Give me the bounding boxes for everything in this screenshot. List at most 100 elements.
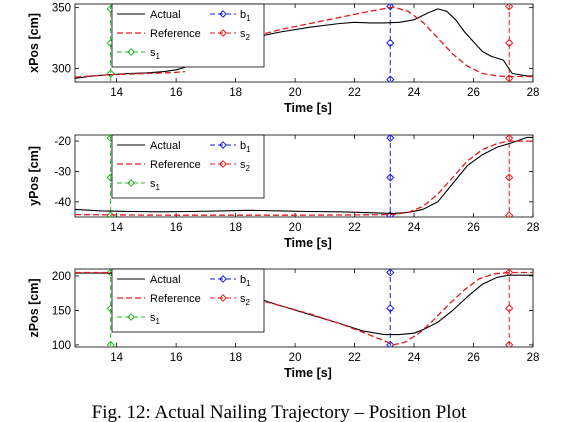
legend-actual-label: Actual — [150, 9, 181, 21]
y-tick-label: -30 — [54, 166, 71, 178]
legend-b1-label-base: b — [240, 9, 246, 21]
y-tick-label: 200 — [52, 271, 71, 283]
legend-s1-diamond-icon — [127, 179, 135, 187]
legend-s1-label: s1 — [150, 312, 161, 326]
axes-box — [74, 268, 534, 348]
reference-series-line — [256, 271, 533, 346]
y-tick-label: 350 — [52, 3, 71, 15]
legend-b1-label: b1 — [240, 274, 251, 288]
x-tick-label: 18 — [229, 87, 242, 99]
x-tick-label: 18 — [229, 222, 242, 234]
legend-box — [111, 3, 265, 68]
x-tick-label: 28 — [527, 87, 540, 99]
legend-b1-label-subscript: 1 — [246, 145, 251, 154]
legend-b1-label: b1 — [240, 140, 251, 154]
x-tick-label: 20 — [289, 87, 302, 99]
x-tick-label: 18 — [229, 352, 242, 364]
y-tick-label: 100 — [52, 340, 71, 352]
x-tick-label: 14 — [110, 222, 123, 234]
x-tick-label: 16 — [170, 352, 183, 364]
x-tick-label: 22 — [348, 352, 361, 364]
legend-b1-label: b1 — [240, 9, 251, 23]
legend-actual-label: Actual — [150, 140, 181, 152]
marker-point-s2 — [505, 4, 514, 11]
x-tick-label: 28 — [527, 222, 540, 234]
x-tick-label: 22 — [348, 222, 361, 234]
x-tick-label: 24 — [408, 352, 421, 364]
y-tick-label: -40 — [54, 197, 71, 209]
actual-series-line — [75, 136, 533, 214]
panel-1: 14 16 18 20 22 24 26 28 300 350 Time [s] xPos [cm] A… — [27, 3, 539, 115]
x-tick-label: 26 — [467, 222, 480, 234]
legend-s2-label: s2 — [240, 28, 251, 42]
x-tick-label: 26 — [467, 352, 480, 364]
x-axis-label: Time [s] — [284, 236, 332, 250]
plot-area — [75, 269, 533, 347]
reference-series-line — [75, 70, 186, 78]
legend-b1-diamond-icon — [219, 275, 227, 283]
legend-s1-label-base: s — [150, 178, 156, 190]
legend-s1-diamond-icon — [127, 313, 135, 321]
legend-s2-label-base: s — [240, 293, 246, 305]
x-tick-label: 16 — [170, 87, 183, 99]
legend-b1-label-base: b — [240, 140, 246, 152]
panel-2: 14 16 18 20 22 24 26 28 -40 -30 -20 Time [s] yPos [c… — [27, 134, 540, 250]
axes-box — [74, 3, 534, 83]
marker-point-b1 — [386, 340, 395, 347]
legend-s1-label: s1 — [150, 178, 161, 192]
x-tick-label: 20 — [289, 352, 302, 364]
legend-s1-diamond-icon — [127, 48, 135, 56]
y-axis-label: yPos [cm] — [27, 146, 41, 206]
y-axis-label: xPos [cm] — [27, 13, 41, 73]
x-tick-label: 20 — [289, 222, 302, 234]
legend-reference-label: Reference — [150, 293, 201, 305]
panel-3: 14 16 18 20 22 24 26 28 100 150 200 Time [s] zPos [c… — [27, 268, 539, 380]
x-tick-label: 24 — [408, 222, 421, 234]
x-tick-label: 24 — [408, 87, 421, 99]
marker-point-b1 — [386, 304, 395, 313]
x-tick-label: 26 — [467, 87, 480, 99]
legend-s2-label: s2 — [240, 159, 251, 173]
x-axis-label: Time [s] — [284, 101, 332, 115]
legend-s2-diamond-icon — [219, 160, 227, 168]
legend-reference-label: Reference — [150, 28, 201, 40]
actual-series-line — [256, 274, 533, 336]
x-tick-label: 22 — [348, 87, 361, 99]
legend-b1-label-base: b — [240, 274, 246, 286]
marker-point-s2 — [505, 304, 514, 313]
marker-point-s2 — [505, 38, 514, 48]
legend-s2-diamond-icon — [219, 29, 227, 37]
marker-point-s2 — [505, 74, 514, 82]
legend-b1-diamond-icon — [219, 141, 227, 149]
x-tick-label: 14 — [110, 87, 123, 99]
plot-area — [75, 4, 533, 82]
legend-s1-label-base: s — [150, 312, 156, 324]
legend-b1-label-subscript: 1 — [246, 279, 251, 288]
marker-point-s2 — [505, 340, 514, 347]
axes-box — [74, 134, 534, 218]
legend-s2-label-base: s — [240, 159, 246, 171]
legend-s2-diamond-icon — [219, 294, 227, 302]
legend-b1-diamond-icon — [219, 10, 227, 18]
legend-s2-label-base: s — [240, 28, 246, 40]
marker-point-b1 — [386, 38, 395, 48]
marker-point-b1 — [386, 4, 395, 11]
x-axis-label: Time [s] — [284, 366, 332, 380]
legend-s1-label-base: s — [150, 47, 156, 59]
legend-s1-label-subscript: 1 — [156, 317, 161, 326]
legend-s1-label: s1 — [150, 47, 161, 61]
legend-s1-label-subscript: 1 — [156, 52, 161, 61]
marker-point-s1 — [106, 69, 115, 78]
legend-s2-label: s2 — [240, 293, 251, 307]
y-tick-label: 150 — [52, 305, 71, 317]
x-tick-label: 14 — [110, 352, 123, 364]
marker-point-s2 — [505, 269, 514, 277]
marker-point-b1 — [386, 173, 395, 182]
marker-point-s2 — [505, 211, 514, 217]
marker-point-s1 — [106, 340, 115, 347]
actual-series-line — [256, 8, 533, 77]
legend-b1-label-subscript: 1 — [246, 14, 251, 23]
